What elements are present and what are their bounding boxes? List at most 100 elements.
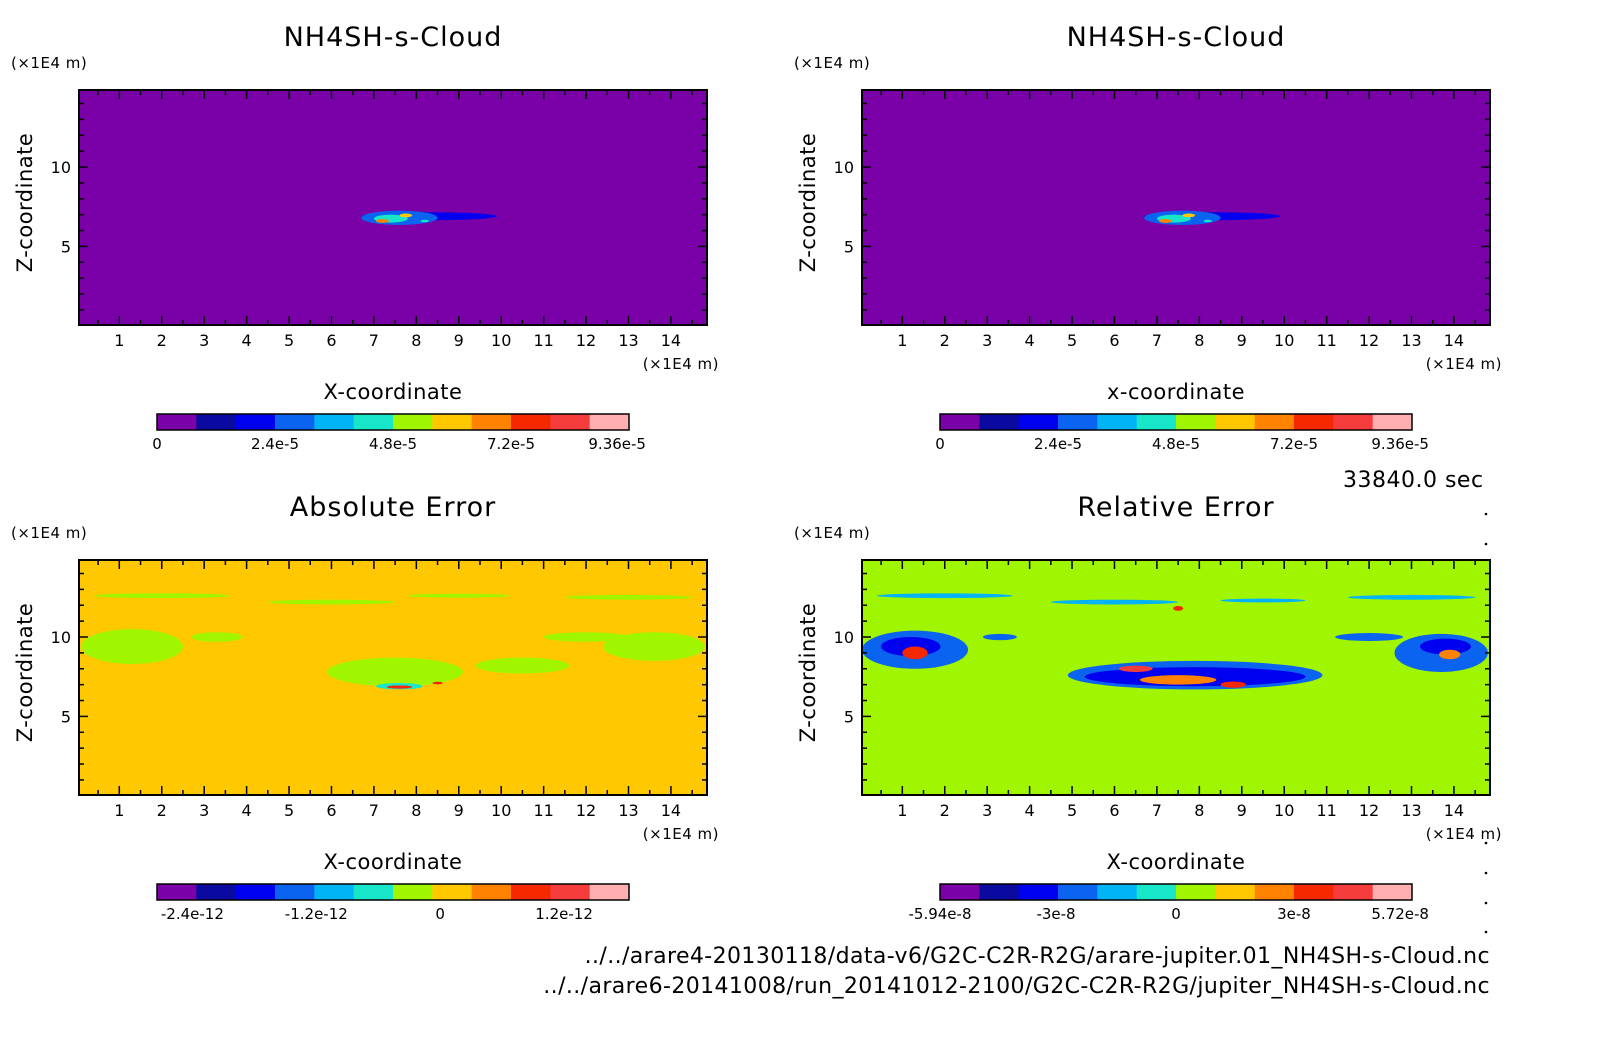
colorbar-frame [156, 883, 630, 901]
margin-dot [1484, 871, 1488, 875]
x-tick-label: 5 [284, 331, 294, 350]
x-tick-label: 13 [618, 331, 638, 350]
x-tick-label: 6 [1109, 331, 1119, 350]
x-tick-label: 5 [284, 801, 294, 820]
heatmap-field [862, 90, 1490, 325]
colorbar-swatch [1018, 884, 1059, 900]
heatmap-feature [267, 599, 396, 605]
y-tick-label: 10 [834, 628, 854, 647]
heatmap-feature [1050, 599, 1179, 605]
x-tick-label: 4 [1025, 801, 1035, 820]
colorbar-label: 3e-8 [1277, 905, 1311, 923]
colorbar-swatch [1136, 884, 1177, 900]
y-tick-label: 5 [61, 707, 71, 726]
heatmap-feature [1419, 638, 1471, 655]
x-tick-label: 8 [1194, 801, 1204, 820]
y-tick-label: 5 [844, 237, 854, 256]
x-tick-label: 2 [940, 331, 950, 350]
x-unit-label: (×1E4 m) [643, 825, 719, 843]
colorbar-swatch [353, 414, 394, 430]
colorbar-swatch [1372, 414, 1413, 430]
heatmap-feature [1335, 633, 1404, 641]
x-tick-label: 1 [897, 801, 907, 820]
x-axis-label: X-coordinate [324, 380, 463, 404]
heatmap-field [79, 90, 707, 325]
colorbar: 0 2.4e-5 4.8e-5 7.2e-5 9.36e-5 [152, 413, 646, 453]
chart-title: NH4SH-s-Cloud [1067, 22, 1286, 53]
colorbar-label: -1.2e-12 [285, 905, 348, 923]
x-tick-label: 5 [1067, 801, 1077, 820]
chart-title: Absolute Error [290, 492, 496, 523]
colorbar: -5.94e-8 -3e-8 0 3e-8 5.72e-8 [909, 883, 1429, 923]
x-tick-label: 9 [1237, 331, 1247, 350]
x-tick-label: 7 [1152, 331, 1162, 350]
colorbar-swatch [235, 414, 276, 430]
heatmap-feature [399, 213, 413, 218]
colorbar-swatch [471, 884, 512, 900]
colorbar-swatch [235, 884, 276, 900]
colorbar-label: -3e-8 [1036, 905, 1075, 923]
heatmap-feature [1220, 681, 1247, 688]
heatmap-feature [81, 629, 183, 665]
colorbar-swatch [1294, 884, 1334, 900]
heatmap-feature [1173, 606, 1184, 611]
x-tick-label: 7 [369, 801, 379, 820]
y-tick-label: 10 [834, 158, 854, 177]
heatmap-background [79, 90, 707, 325]
heatmap-feature [376, 219, 389, 223]
colorbar-label: 0 [1171, 905, 1181, 923]
x-tick-label: 11 [1316, 801, 1336, 820]
x-tick-label: 13 [618, 801, 638, 820]
colorbar-label: 0 [935, 435, 945, 453]
colorbar-swatch [1176, 414, 1216, 430]
heatmap-feature [93, 593, 230, 599]
colorbar-swatch [314, 884, 355, 900]
x-tick-label: 6 [326, 331, 336, 350]
heatmap-feature [1347, 594, 1476, 600]
x-tick-label: 12 [576, 801, 596, 820]
colorbar-label: -2.4e-12 [161, 905, 224, 923]
x-tick-label: 14 [1444, 801, 1464, 820]
x-tick-label: 14 [661, 331, 681, 350]
x-axis-label: X-coordinate [1107, 850, 1246, 874]
colorbar-label: 2.4e-5 [1034, 435, 1082, 453]
chart-panel-1: NH4SH-s-Cloud(×1E4 m)1 2 3 4 5 6 7 8 9 10 11 12 13 14… [11, 22, 719, 453]
colorbar-label: 0 [435, 905, 445, 923]
colorbar-swatch [1097, 884, 1138, 900]
x-tick-label: 14 [1444, 331, 1464, 350]
chart-title: Relative Error [1077, 492, 1274, 523]
x-tick-label: 11 [533, 331, 553, 350]
colorbar-swatch [471, 414, 512, 430]
y-tick-label: 10 [51, 628, 71, 647]
x-tick-label: 5 [1067, 331, 1077, 350]
heatmap-field [862, 560, 1490, 795]
colorbar-label: 2.4e-5 [251, 435, 299, 453]
y-tick-label: 5 [844, 707, 854, 726]
x-unit-label: (×1E4 m) [1426, 825, 1502, 843]
x-tick-label: 8 [1194, 331, 1204, 350]
x-tick-label: 4 [1025, 331, 1035, 350]
x-tick-label: 12 [1359, 801, 1379, 820]
x-tick-label: 13 [1401, 801, 1421, 820]
x-tick-label: 7 [1152, 801, 1162, 820]
colorbar-swatch [432, 414, 473, 430]
colorbar-swatch [1176, 884, 1216, 900]
x-tick-label: 2 [157, 331, 167, 350]
y-axis-label: Z-coordinate [796, 603, 820, 743]
colorbar-swatch [1058, 884, 1098, 900]
heatmap-feature [902, 646, 928, 660]
x-tick-label: 9 [1237, 801, 1247, 820]
x-tick-label: 10 [491, 801, 511, 820]
heatmap-feature [475, 657, 570, 674]
colorbar-swatch [157, 414, 197, 430]
y-unit-label: (×1E4 m) [794, 524, 870, 542]
heatmap-background [862, 90, 1490, 325]
x-tick-label: 8 [411, 331, 421, 350]
heatmap-feature [1439, 649, 1461, 660]
x-tick-label: 11 [1316, 331, 1336, 350]
colorbar-label: 7.2e-5 [1270, 435, 1318, 453]
colorbar-swatch [511, 884, 551, 900]
colorbar-swatch [979, 414, 1020, 430]
chart-panel-4: Relative Error(×1E4 m)1 2 3 4 5 6 7 8 9 10 11 12 13 1… [794, 492, 1502, 923]
